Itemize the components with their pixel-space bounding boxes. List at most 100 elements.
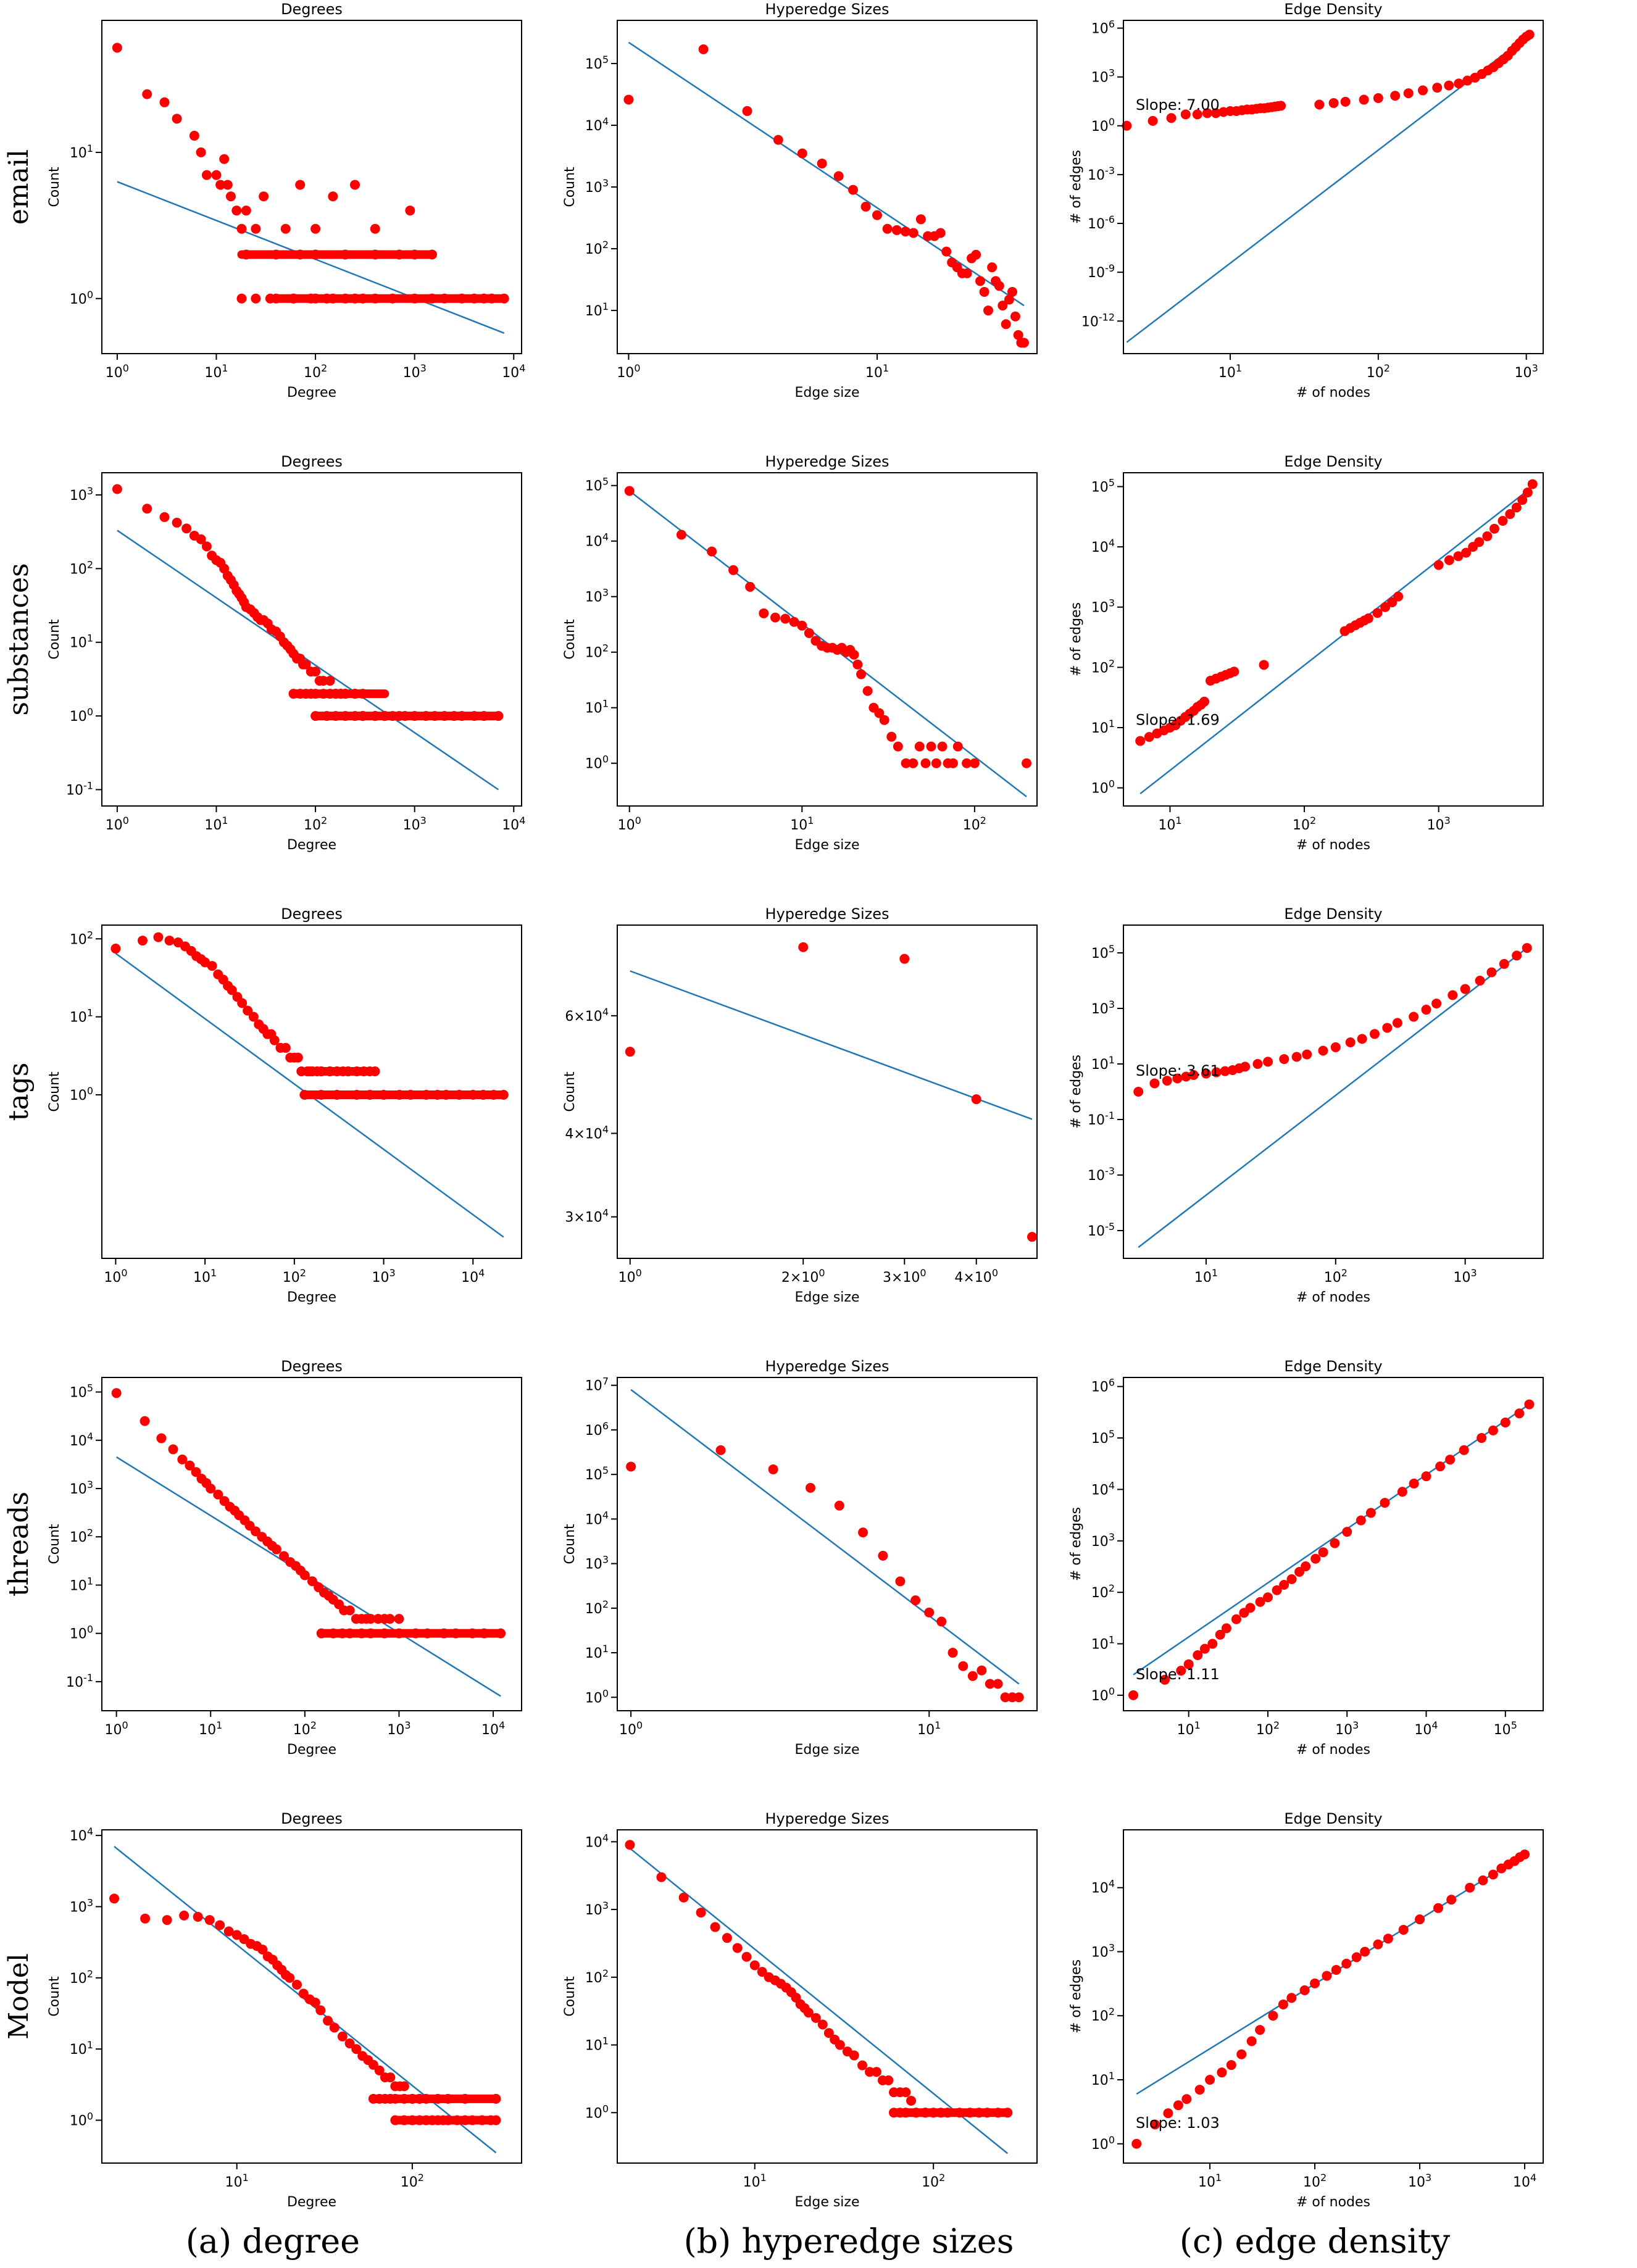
data-point: [325, 676, 335, 686]
data-point: [914, 741, 925, 752]
y-tick-label: 104: [1091, 1878, 1115, 1896]
y-tick-label: 102: [585, 1598, 609, 1617]
y-tick-label: 101: [70, 633, 93, 651]
data-point: [231, 206, 242, 216]
x-tick-label: 101: [865, 362, 889, 381]
x-tick-label: 101: [199, 1719, 222, 1738]
data-point: [1330, 1538, 1340, 1548]
y-tick-label: 100: [585, 2103, 609, 2121]
data-point: [207, 961, 217, 971]
data-point: [222, 180, 233, 190]
y-tick-label: 101: [70, 143, 93, 161]
y-tick-label: 101: [1091, 2070, 1115, 2088]
data-point: [349, 180, 360, 190]
data-point: [1477, 1433, 1487, 1443]
data-point: [710, 1922, 720, 1932]
data-point: [1255, 1597, 1265, 1607]
x-tick-label: 101: [917, 1719, 941, 1738]
data-point: [196, 534, 206, 544]
data-point: [1357, 1034, 1367, 1044]
x-tick-label: 104: [1414, 1719, 1438, 1738]
data-point: [715, 1445, 726, 1455]
data-point: [1259, 660, 1269, 670]
y-tick-label: 104: [585, 1509, 609, 1527]
y-axis-label: Count: [562, 1071, 578, 1112]
data-point: [1318, 1045, 1328, 1056]
data-point: [1192, 109, 1202, 120]
data-point: [1135, 736, 1146, 746]
data-point: [323, 2016, 333, 2026]
data-point: [280, 1042, 291, 1053]
data-point: [1511, 502, 1522, 513]
chart-title: Edge Density: [1284, 1358, 1382, 1375]
data-point: [908, 758, 918, 768]
data-point: [1236, 2049, 1247, 2059]
data-point: [271, 1544, 281, 1555]
y-tick-label: 101: [1091, 1634, 1115, 1653]
data-point: [1217, 2067, 1227, 2078]
data-point: [280, 223, 291, 234]
data-point: [993, 1679, 1003, 1689]
data-point: [915, 214, 926, 225]
data-point: [1461, 547, 1472, 558]
data-point: [1160, 1674, 1170, 1685]
chart-title: Degrees: [281, 1810, 343, 1827]
y-tick-label: 104: [1091, 1479, 1115, 1498]
data-point: [159, 97, 170, 107]
data-point: [741, 1951, 752, 1962]
x-tick-label: 101: [225, 2172, 249, 2190]
y-tick-label: 105: [1091, 476, 1115, 495]
y-tick-label: 10-3: [1088, 165, 1115, 183]
data-point: [310, 223, 321, 234]
data-point: [1435, 1461, 1446, 1472]
data-point: [1524, 1399, 1535, 1410]
data-point: [1431, 999, 1442, 1009]
x-tick-label: 103: [403, 362, 427, 381]
data-point: [676, 530, 686, 540]
fit-line: [629, 1847, 1009, 2154]
row-label: Model: [3, 1953, 35, 2040]
data-point: [399, 2081, 409, 2091]
plot-frame: [1123, 1829, 1544, 2164]
data-point: [243, 1005, 253, 1016]
y-tick-label: 10-9: [1088, 262, 1115, 281]
data-point: [1342, 1527, 1352, 1537]
data-point: [967, 1671, 978, 1681]
data-point: [625, 1840, 635, 1850]
y-tick-label: 102: [585, 1967, 609, 1986]
data-point: [1380, 602, 1391, 612]
data-point: [405, 206, 415, 216]
x-axis-label: Edge size: [794, 837, 859, 853]
fit-line: [630, 970, 1033, 1120]
x-tick-label: 104: [1513, 2172, 1536, 2190]
data-point: [206, 1484, 216, 1493]
data-point: [351, 2044, 362, 2054]
panel-caption: (b) hyperedge sizes: [684, 2222, 1014, 2261]
data-point: [1522, 943, 1532, 953]
y-axis-label: # of edges: [1068, 150, 1084, 224]
plot-frame: [101, 1377, 522, 1711]
chart-title: Edge Density: [1284, 905, 1382, 923]
data-point: [1500, 1417, 1510, 1427]
data-point: [112, 43, 122, 53]
x-tick-label: 100: [619, 1267, 642, 1286]
y-axis-label: Count: [47, 1524, 62, 1564]
data-point: [1221, 1623, 1231, 1634]
data-point: [196, 147, 206, 157]
data-point: [817, 158, 827, 168]
plot-frame: [617, 1829, 1038, 2164]
data-point: [979, 286, 989, 297]
y-tick-label: 10-6: [1088, 214, 1115, 232]
x-tick-label: 100: [104, 1267, 127, 1286]
data-point: [728, 565, 739, 575]
x-tick-label: 102: [1367, 362, 1390, 381]
data-point: [385, 1614, 395, 1624]
data-point: [1373, 93, 1383, 104]
data-point: [374, 2065, 385, 2075]
x-tick-label: 105: [1494, 1719, 1517, 1738]
y-tick-label: 103: [1091, 1942, 1115, 1960]
data-point: [860, 201, 871, 212]
fit-line: [1138, 947, 1528, 1248]
y-tick-label: 100: [70, 706, 93, 725]
y-tick-label: 100: [70, 1624, 93, 1642]
